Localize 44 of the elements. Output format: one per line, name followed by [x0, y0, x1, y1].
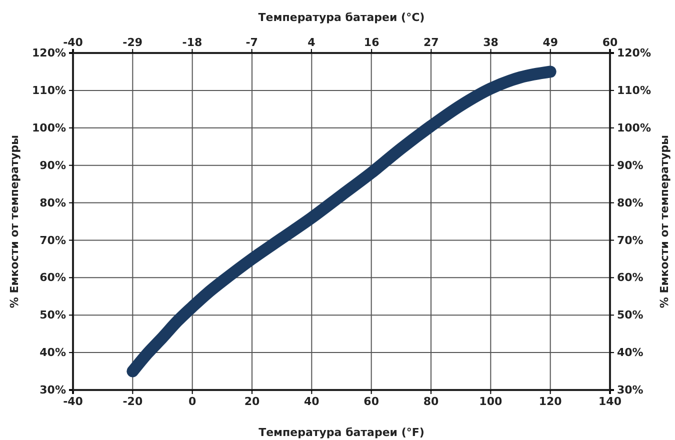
x-tick-label: -20: [122, 394, 143, 408]
x2-axis-title: Температура батареи (°C): [258, 11, 425, 24]
y-tick-label: 100%: [32, 121, 66, 134]
y-axis-title: % Емкости от температуры: [8, 134, 21, 308]
y2-tick-label: 60%: [617, 271, 644, 284]
x-tick-label: 120: [538, 394, 562, 408]
x-tick-label: 140: [598, 394, 622, 408]
y-tick-label: 40%: [40, 346, 66, 360]
x-tick-label: 20: [244, 394, 260, 408]
x2-tick-label: 38: [483, 36, 498, 49]
y2-tick-label: 120%: [617, 46, 651, 60]
x2-tick-label: 4: [308, 36, 316, 49]
x2-tick-label: 27: [424, 36, 439, 49]
y2-tick-label: 90%: [617, 158, 644, 172]
x2-tick-label: -7: [246, 36, 258, 49]
x2-tick-label: 60: [602, 36, 618, 49]
y2-tick-label: 80%: [617, 196, 644, 210]
x2-tick-label: 16: [364, 36, 380, 49]
x2-tick-label: 49: [542, 36, 558, 49]
y-tick-label: 70%: [40, 234, 66, 247]
y-tick-label: 30%: [40, 384, 66, 397]
x-tick-label: -40: [63, 394, 84, 408]
y2-tick-label: 100%: [617, 121, 651, 134]
y-tick-label: 50%: [40, 308, 66, 322]
y-tick-label: 60%: [40, 271, 66, 284]
y-tick-label: 110%: [32, 84, 66, 97]
x2-tick-label: -29: [122, 36, 143, 49]
x-tick-label: 0: [188, 394, 197, 408]
x-tick-label: 80: [423, 394, 439, 408]
y-tick-label: 90%: [40, 158, 66, 172]
y2-tick-label: 110%: [617, 84, 651, 97]
x-tick-label: 60: [364, 394, 380, 408]
y-tick-label: 80%: [40, 196, 66, 210]
x2-tick-label: -18: [182, 36, 202, 49]
x-tick-label: 40: [304, 394, 320, 408]
y2-axis-title: % Емкости от температуры: [658, 134, 671, 308]
x-tick-label: 100: [479, 394, 502, 408]
y2-tick-label: 30%: [617, 384, 644, 397]
y2-tick-label: 40%: [617, 346, 644, 360]
y2-tick-label: 70%: [617, 234, 644, 247]
x-axis-title: Температура батареи (°F): [258, 426, 424, 439]
y2-tick-label: 50%: [617, 308, 644, 322]
y-tick-label: 120%: [32, 46, 66, 60]
x2-tick-label: -40: [63, 36, 84, 49]
